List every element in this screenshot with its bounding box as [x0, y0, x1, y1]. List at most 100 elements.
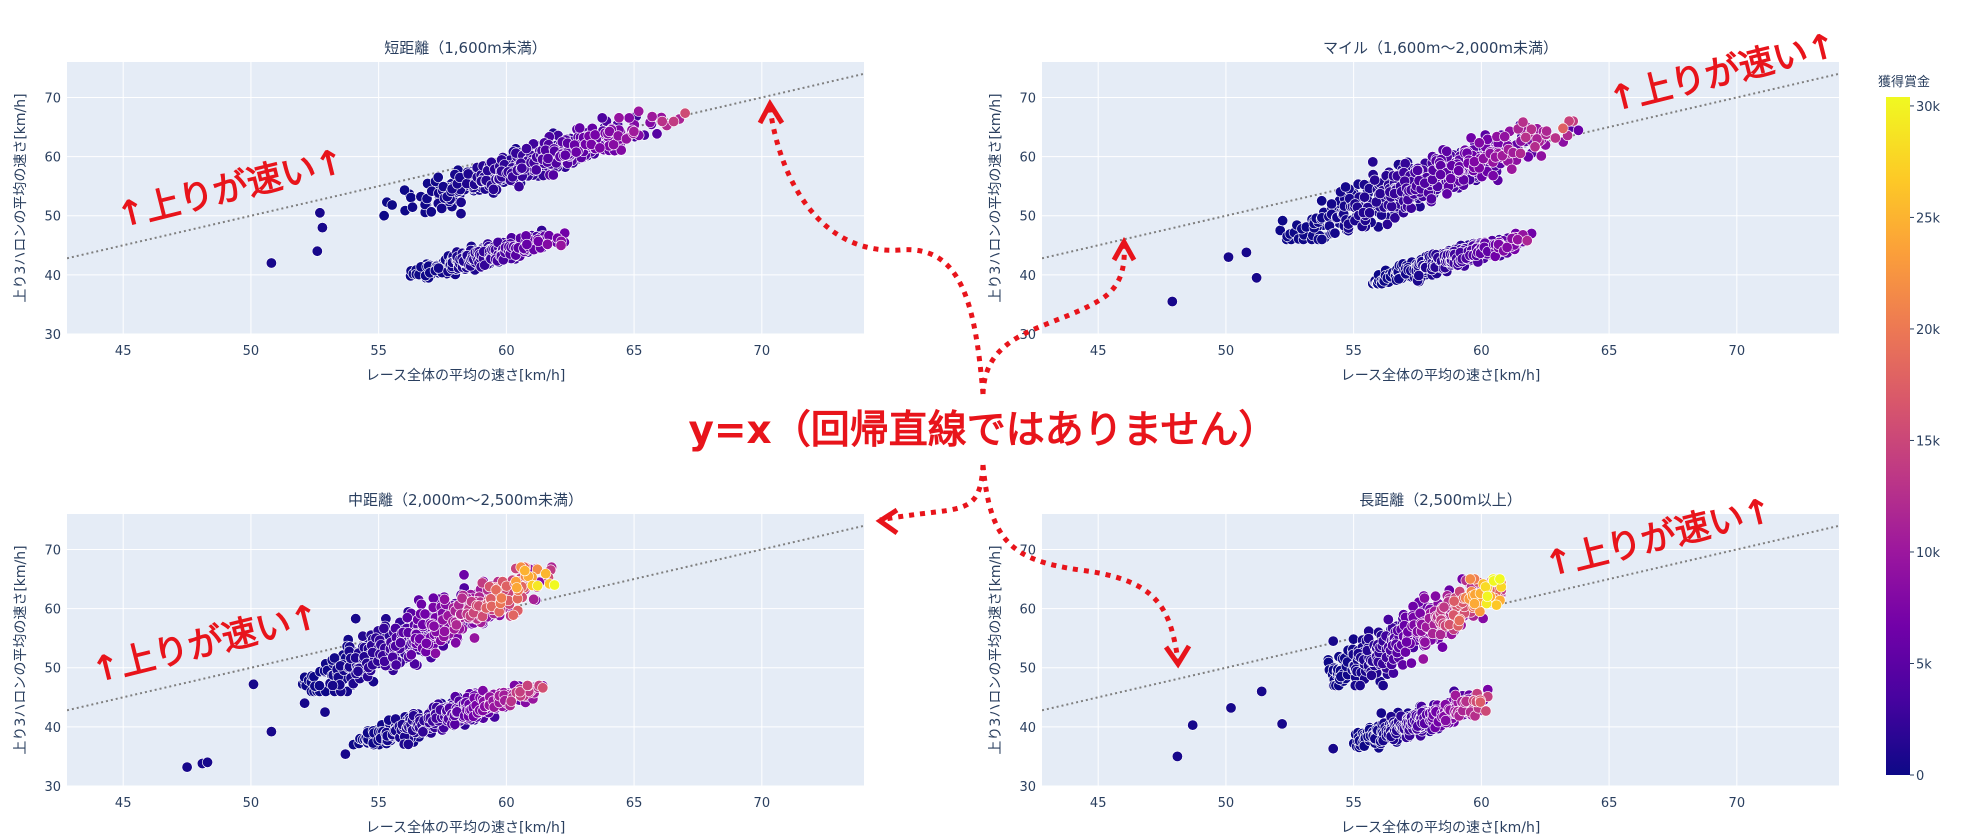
data-point [313, 680, 325, 692]
y-axis-label: 上り3ハロンの平均の速さ[km/h] [13, 93, 29, 302]
data-point [516, 162, 528, 174]
data-point [433, 262, 445, 274]
subplot-2: 45 50 55 60 65 703040506070マイル（1,600m〜2,000m未… [988, 25, 1841, 384]
data-point [415, 598, 427, 610]
data-point [429, 647, 441, 659]
data-point [1425, 193, 1437, 205]
data-point [495, 592, 507, 604]
data-point [541, 238, 553, 250]
data-point [1316, 195, 1328, 207]
data-point [521, 679, 533, 691]
y-axis-label: 上り3ハロンの平均の速さ[km/h] [988, 545, 1004, 754]
data-point [528, 593, 540, 605]
data-point [319, 706, 331, 718]
data-point [314, 207, 326, 219]
data-point [1557, 122, 1569, 134]
data-point [1572, 124, 1584, 136]
data-point [1225, 702, 1237, 714]
x-tick-label: 70 [1729, 344, 1746, 359]
y-tick-label: 40 [44, 721, 61, 736]
x-tick-label: 45 [115, 796, 132, 811]
data-point [1187, 719, 1199, 731]
data-point [1529, 141, 1541, 153]
data-point [1276, 718, 1288, 730]
y-tick-label: 50 [44, 210, 61, 225]
x-tick-label: 60 [1473, 344, 1490, 359]
data-point [181, 761, 193, 773]
data-point [1535, 150, 1547, 162]
data-point [1445, 173, 1457, 185]
data-point [1256, 685, 1268, 697]
data-point [1389, 212, 1401, 224]
data-point [428, 620, 440, 632]
plot-area [67, 62, 864, 334]
data-point [311, 245, 323, 257]
reference-line-y-equals-x [1042, 72, 1839, 260]
data-point [1327, 743, 1339, 755]
data-point [1359, 191, 1371, 203]
y-tick-label: 60 [44, 151, 61, 166]
data-point [656, 115, 668, 127]
reference-line-y-equals-x [67, 72, 864, 260]
data-point [521, 238, 533, 250]
data-point [570, 146, 582, 158]
data-point [450, 619, 462, 631]
data-point [559, 149, 571, 161]
data-point [505, 695, 517, 707]
data-point [519, 565, 531, 577]
data-point [350, 613, 362, 625]
data-point [1399, 158, 1411, 170]
data-point [468, 632, 480, 644]
subplot-3: 45 50 55 60 65 703040506070中距離（2,000m〜2,500m未… [13, 491, 864, 836]
data-point [514, 686, 526, 698]
data-point [378, 622, 390, 634]
data-point [623, 112, 635, 124]
y-tick-label: 70 [1019, 91, 1036, 106]
data-point [1412, 164, 1424, 176]
data-point [1512, 234, 1524, 246]
y-tick-label: 30 [44, 780, 61, 795]
data-point [386, 199, 398, 211]
data-point [594, 142, 606, 154]
data-point [1515, 147, 1527, 159]
data-point [405, 192, 417, 204]
data-point [406, 201, 418, 213]
subplot-title: マイル（1,600m〜2,000m未満） [1323, 39, 1558, 57]
x-tick-label: 45 [115, 344, 132, 359]
subplot-title: 中距離（2,000m〜2,500m未満） [348, 491, 583, 509]
x-axis-label: レース全体の平均の速さ[km/h] [1341, 819, 1541, 836]
subplot-title: 短距離（1,600m未満） [384, 39, 547, 57]
y-tick-label: 50 [1019, 210, 1036, 225]
data-point [390, 659, 402, 671]
data-point [1329, 227, 1341, 239]
data-point [615, 144, 627, 156]
data-point [608, 139, 620, 151]
reference-line-y-equals-x [67, 524, 864, 712]
data-point [436, 202, 448, 214]
data-point [1354, 679, 1366, 691]
data-point [532, 580, 544, 592]
y-tick-label: 50 [44, 662, 61, 677]
data-point [352, 665, 364, 677]
x-tick-label: 65 [1601, 344, 1618, 359]
x-tick-label: 50 [243, 796, 260, 811]
data-point [1369, 174, 1381, 186]
data-point [265, 257, 277, 269]
data-point [613, 112, 625, 124]
data-point [589, 129, 601, 141]
data-point [420, 637, 432, 649]
x-axis-label: レース全体の平均の速さ[km/h] [1341, 367, 1541, 384]
y-tick-label: 30 [44, 328, 61, 343]
y-tick-label: 60 [1019, 151, 1036, 166]
data-point [668, 116, 680, 128]
data-point [450, 637, 462, 649]
data-point [455, 196, 467, 208]
data-point [432, 171, 444, 183]
data-point [1171, 750, 1183, 762]
x-tick-label: 70 [1729, 796, 1746, 811]
x-tick-label: 45 [1090, 344, 1107, 359]
data-point [487, 183, 499, 195]
data-point [438, 625, 450, 637]
data-point [1382, 613, 1394, 625]
data-point [555, 239, 567, 251]
